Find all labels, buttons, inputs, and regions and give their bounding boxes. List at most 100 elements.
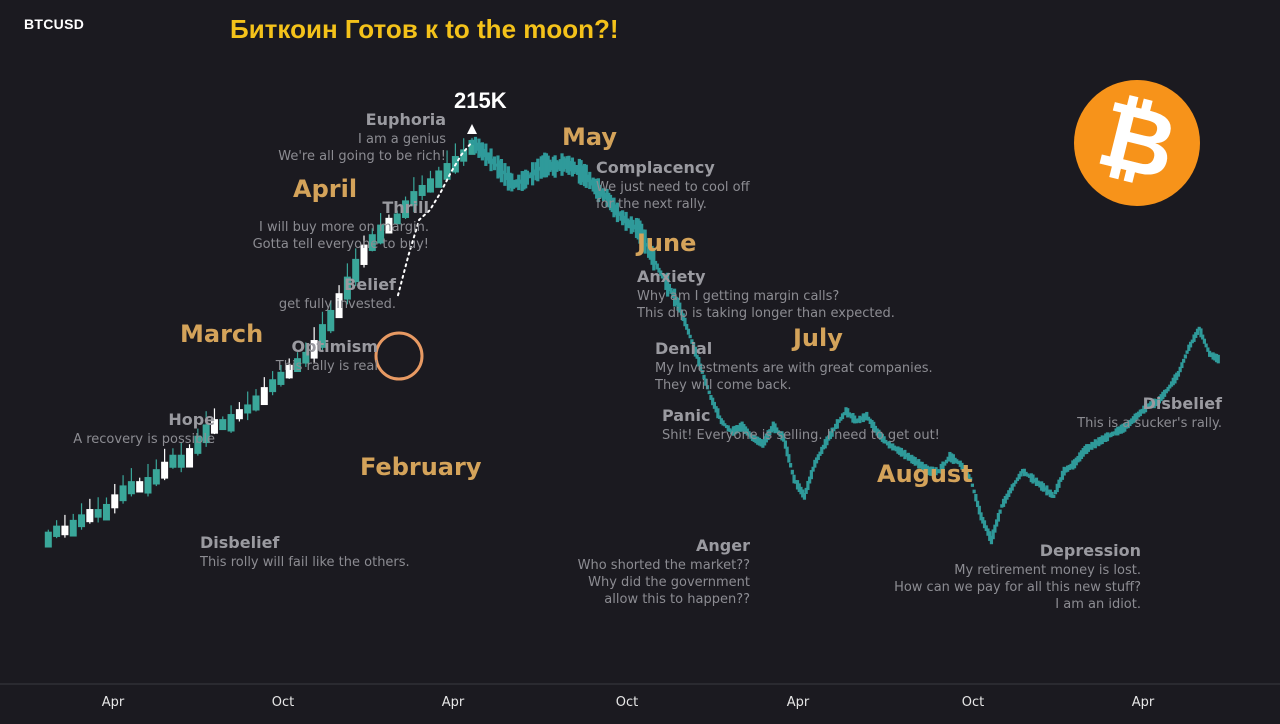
stage-text: We just need to cool off — [596, 180, 751, 195]
price-bar — [757, 437, 762, 446]
price-bar — [598, 184, 602, 199]
price-bar — [674, 296, 678, 306]
stage-text: Who shorted the market?? — [578, 558, 750, 573]
price-bar — [837, 419, 841, 423]
stage-title: Anxiety — [637, 267, 706, 286]
price-bar — [1135, 412, 1139, 420]
stage-title: Complacency — [596, 158, 715, 177]
candle-body — [318, 324, 326, 348]
stage-text: They will come back. — [654, 378, 792, 393]
price-bar — [556, 161, 561, 170]
price-bar — [991, 529, 995, 540]
price-bar — [941, 461, 945, 472]
price-bar — [671, 290, 675, 298]
price-bar — [738, 422, 742, 432]
price-bar — [1138, 409, 1142, 417]
price-bar — [499, 158, 504, 183]
candle-body — [86, 509, 94, 523]
price-bar — [1173, 374, 1177, 384]
price-bar — [487, 152, 491, 164]
price-bar — [761, 439, 765, 448]
price-bar — [861, 413, 865, 423]
candle-body — [219, 419, 227, 431]
price-bar — [932, 468, 936, 474]
stage-text: This is a sucker's rally. — [1076, 416, 1222, 431]
price-bar — [771, 421, 775, 432]
price-bar — [577, 158, 581, 184]
candle-body — [410, 191, 418, 206]
price-bar — [1192, 334, 1196, 342]
x-tick-label: Oct — [272, 695, 294, 710]
price-bar — [768, 429, 772, 436]
price-bar — [692, 342, 696, 351]
price-bar — [627, 220, 632, 229]
price-bar — [672, 288, 677, 307]
price-bar — [1041, 483, 1045, 492]
stage-text: This rolly will fail like the others. — [199, 555, 410, 570]
x-tick-label: Apr — [787, 695, 810, 710]
price-bar — [1033, 478, 1037, 483]
month-label-march: March — [180, 320, 263, 348]
price-bar — [588, 171, 592, 190]
price-bar — [975, 500, 980, 508]
price-bar — [1112, 431, 1116, 435]
price-bar — [847, 412, 852, 417]
price-bar — [472, 142, 476, 146]
price-bar — [1169, 381, 1174, 387]
price-bar — [1178, 366, 1182, 373]
price-bar — [1021, 468, 1025, 474]
price-bar — [1079, 450, 1084, 460]
price-bar — [534, 162, 538, 181]
price-bar — [555, 160, 559, 172]
price-bar — [711, 397, 715, 406]
price-bar — [574, 165, 578, 173]
price-bar — [721, 420, 725, 426]
price-bar — [1162, 389, 1167, 397]
price-bar — [764, 433, 768, 443]
stage-title: Depression — [1040, 541, 1141, 560]
price-bar — [1175, 372, 1179, 381]
price-bar — [818, 451, 822, 456]
price-bar — [567, 155, 571, 175]
price-bar — [1124, 424, 1129, 429]
price-bar — [962, 466, 966, 471]
price-bar — [915, 460, 919, 465]
price-bar — [1213, 353, 1217, 361]
price-bar — [936, 469, 940, 474]
price-bar — [821, 444, 826, 450]
candle-body — [368, 234, 376, 251]
price-bar — [1180, 362, 1184, 369]
price-bar — [586, 174, 590, 183]
price-bar — [1081, 448, 1085, 457]
candle-body — [177, 454, 185, 468]
bitcoin-icon: ₿ — [1074, 80, 1200, 206]
price-bar — [553, 155, 557, 178]
price-bar — [885, 442, 890, 446]
price-bar — [958, 460, 962, 467]
price-bar — [1130, 418, 1134, 425]
price-bar — [1204, 343, 1208, 348]
candle-body — [460, 149, 468, 162]
price-bar — [664, 273, 668, 290]
price-bar — [669, 287, 673, 294]
peak-label: 215K — [454, 88, 507, 113]
price-bar — [984, 525, 988, 532]
price-bar — [1126, 421, 1130, 429]
price-bar — [1092, 442, 1096, 448]
price-bar — [1128, 419, 1132, 427]
price-bar — [698, 363, 703, 371]
stage-title: Euphoria — [366, 110, 446, 129]
price-bar — [854, 419, 858, 424]
price-bar — [562, 156, 566, 172]
price-bar — [1003, 496, 1007, 504]
price-bar — [563, 158, 568, 169]
price-bar — [1159, 394, 1163, 402]
price-bar — [969, 477, 973, 481]
price-bar — [898, 447, 902, 455]
price-bar — [544, 153, 549, 178]
candle-body — [235, 409, 243, 420]
price-bar — [930, 466, 935, 476]
stage-title: Hope — [168, 410, 215, 429]
price-bar — [922, 464, 926, 471]
price-bar — [882, 436, 886, 444]
